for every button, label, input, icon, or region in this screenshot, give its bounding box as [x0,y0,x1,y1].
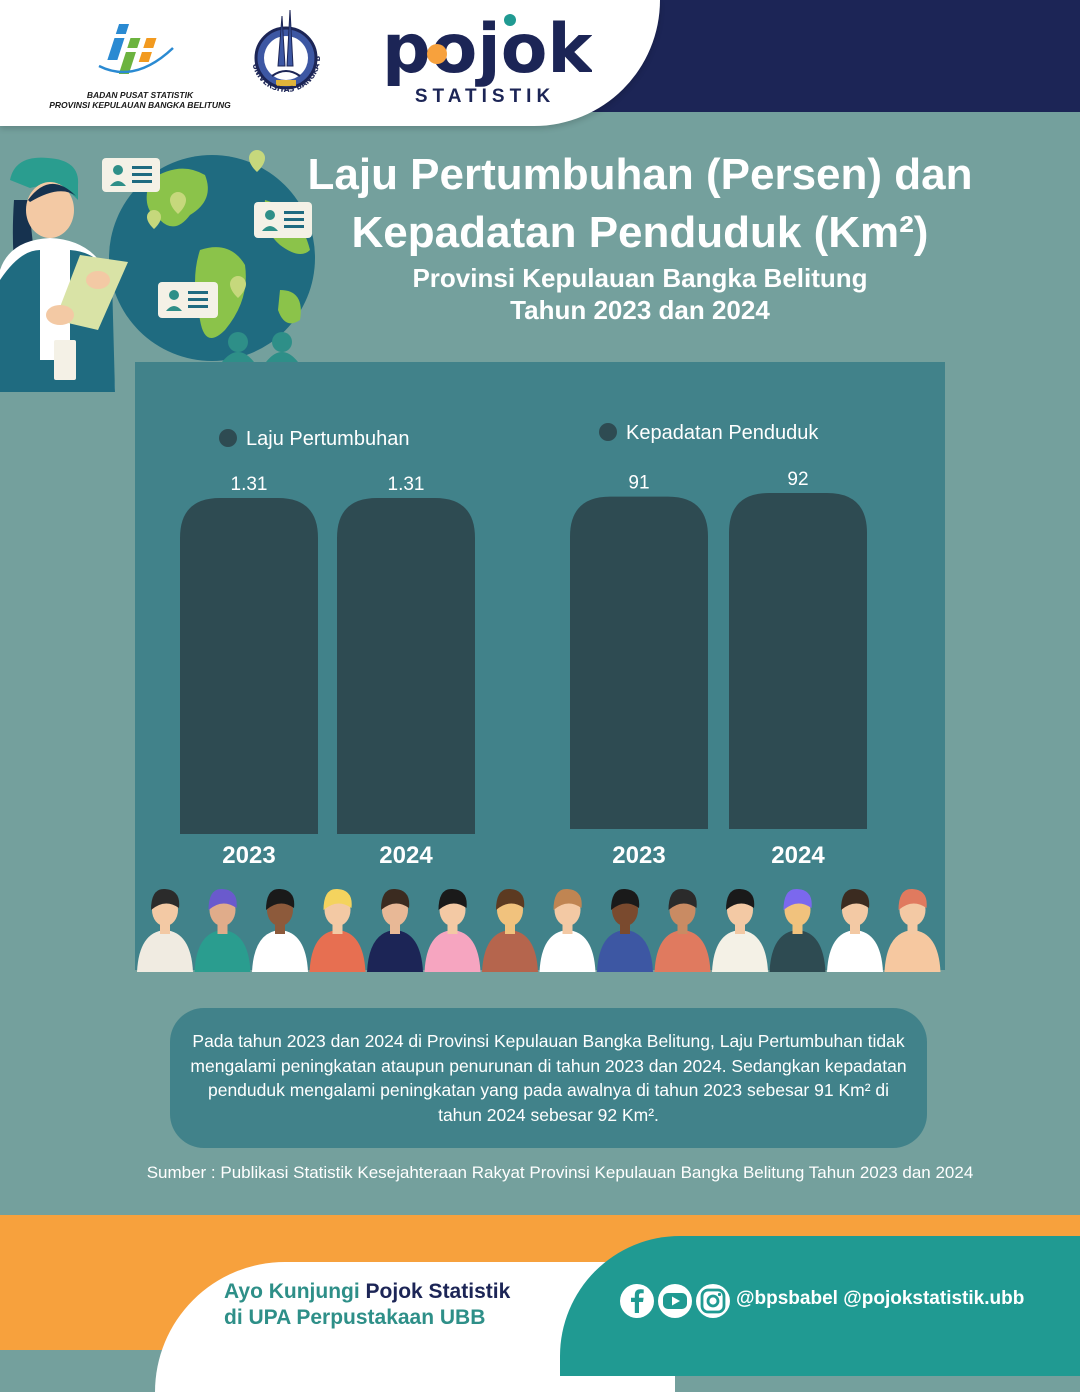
title-line1: Laju Pertumbuhan (Persen) dan [307,150,973,199]
value-label-1-2024: 92 [787,469,808,490]
category-label-0-2024: 2024 [379,842,433,869]
pojok-dot-teal [504,14,516,26]
header-logo-panel [0,0,660,126]
crowd-person-hair [898,888,927,910]
crowd-person-hair [611,888,640,910]
pojok-dot-orange [427,44,447,64]
subtitle-line2: Tahun 2023 dan 2024 [510,295,770,325]
footer-invite-brand: Pojok Statistik [365,1280,511,1303]
social-handles[interactable]: @bpsbabel @pojokstatistik.ubb [736,1288,1025,1309]
crowd-person-hair [783,888,812,910]
crowd-person-hair [381,888,410,910]
crowd-person-neck [332,920,343,934]
page-title: Laju Pertumbuhan (Persen) dan Kepadatan … [290,146,990,262]
crowd-person-neck [390,920,400,934]
crowd-person-hair [266,888,295,910]
crowd-person-body [827,930,883,972]
footer-invite-line1: Ayo Kunjungi Pojok Statistik [224,1280,510,1304]
surveyor-icon [0,157,128,392]
crowd-person-body [654,930,711,972]
category-label-0-2023: 2023 [222,842,275,869]
crowd-person-neck [562,920,573,934]
surveyor-globe-illustration [0,150,315,392]
source-text: Sumber : Publikasi Statistik Kesejahtera… [146,1163,974,1182]
crowd-person-hair [553,888,582,910]
note-box [170,1008,927,1148]
subtitle-line1: Provinsi Kepulauan Bangka Belitung [412,263,868,293]
footer-invite-prefix: Ayo Kunjungi [224,1280,366,1303]
instagram-icon[interactable] [696,1284,730,1318]
crowd-person-body [309,930,366,972]
crowd-person-hair [151,888,180,910]
crowd-person-hair [208,888,237,910]
pojok-subtitle: STATISTIK [414,86,556,107]
facebook-icon[interactable] [620,1284,654,1318]
bar-1-2024 [729,493,867,829]
location-pin-icon [147,150,265,298]
youtube-icon[interactable] [658,1284,692,1318]
crowd-person-body [769,930,826,972]
bar-0-2024 [337,498,475,834]
crowd-person-body [367,930,423,972]
title-line2: Kepadatan Penduduk (Km²) [351,208,929,257]
legend-label-0: Laju Pertumbuhan [246,428,409,450]
ubb-logo-icon: UNIVERSITAS BANGKA BELITUNG [238,6,322,94]
crowd-person-neck [677,920,688,934]
crowd-person-body [712,930,768,972]
category-label-1-2023: 2023 [612,842,665,869]
footer-invite-line2: di UPA Perpustakaan UBB [224,1306,486,1329]
bps-logo-icon [98,24,174,74]
crowd-person-neck [907,920,918,934]
value-label-1-2023: 91 [628,473,649,494]
person-card-icon [102,158,312,318]
crowd-person-body [194,930,251,972]
crowd-person-body [482,930,538,972]
bar-0-2023 [180,498,318,834]
crowd-person-body [597,930,653,972]
bar-1-2023 [570,496,708,829]
crowd-person-neck [735,920,745,934]
crowd-person-neck [160,920,170,934]
crowd-person-neck [505,920,515,934]
note-text: Pada tahun 2023 dan 2024 di Provinsi Kep… [190,1031,907,1125]
legend-marker-0 [219,429,237,447]
value-label-0-2023: 1.31 [231,474,268,495]
crowd-person-hair [438,888,467,910]
bar-charts: Laju Pertumbuhan 1.31 2023 1.31 2024 Kepadata… [180,422,867,869]
crowd-person-body [884,930,941,972]
category-label-1-2024: 2024 [771,842,825,869]
value-label-0-2024: 1.31 [388,474,425,495]
legend-marker-1 [599,423,617,441]
bps-caption-line1: BADAN PUSAT STATISTIK [86,90,194,100]
crowd-person-body [252,930,308,972]
crowd-person-body [539,930,596,972]
pojok-wordmark: pojok [382,10,592,89]
crowd-person-hair [496,888,525,910]
crowd-person-hair [726,888,755,910]
crowd-person-neck [217,920,228,934]
crowd-person-neck [447,920,458,934]
social-icons [620,1284,730,1318]
page-subtitle: Provinsi Kepulauan Bangka Belitung Tahun… [290,262,990,326]
bps-caption-line2: PROVINSI KEPULAUAN BANGKA BELITUNG [49,100,231,110]
legend-label-1: Kepadatan Penduduk [626,422,819,444]
pojok-logo: pojok [382,10,592,89]
crowd-person-neck [792,920,803,934]
crowd-person-body [137,930,193,972]
bps-caption: BADAN PUSAT STATISTIK PROVINSI KEPULAUAN… [40,90,240,110]
crowd-person-hair [841,888,870,910]
crowd-person-body [424,930,481,972]
crowd-illustration [137,888,941,972]
crowd-person-hair [668,888,697,910]
crowd-person-neck [850,920,860,934]
crowd-person-neck [275,920,285,934]
crowd-person-hair [323,888,352,910]
crowd-person-neck [620,920,630,934]
